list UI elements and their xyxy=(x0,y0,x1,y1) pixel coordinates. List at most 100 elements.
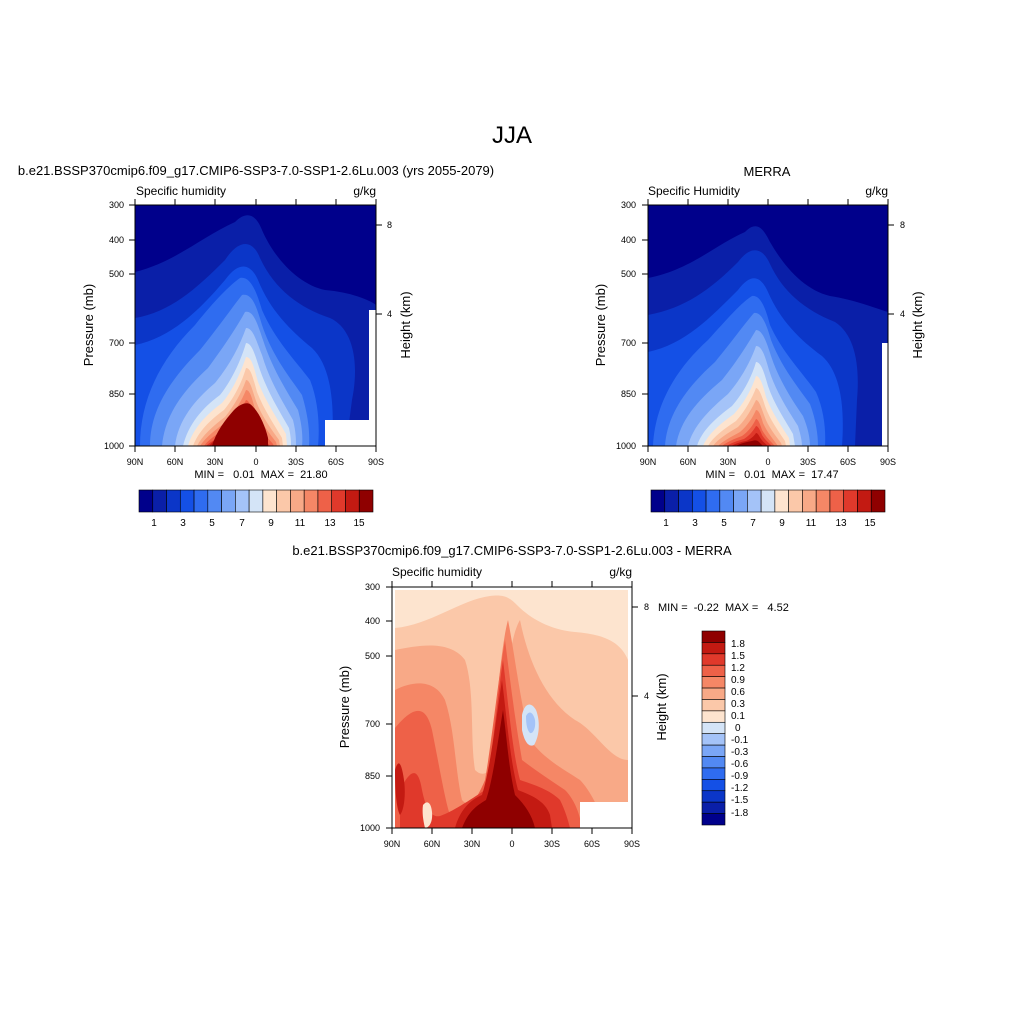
colorbar-swatch xyxy=(760,489,776,513)
x-tick-60S: 60S xyxy=(840,457,856,467)
colorbar-swatch xyxy=(705,489,721,513)
colorbar-swatch xyxy=(345,489,360,513)
colorbar-swatch xyxy=(774,489,789,513)
colorbar-label: 9 xyxy=(268,518,274,529)
colorbar-swatch xyxy=(650,489,666,513)
colorbar-label: -0.6 xyxy=(731,759,749,770)
panel-model: b.e21.BSSP370cmip6.f09_g17.CMIP6-SSP3-7.… xyxy=(18,163,494,529)
panel-difference-colorbar: 1.8 1.5 1.2 0.9 0.6 0.3 0.1 0 -0.1 -0.3 … xyxy=(701,630,749,826)
panel-difference: b.e21.BSSP370cmip6.f09_g17.CMIP6-SSP3-7.… xyxy=(292,543,789,849)
colorbar-swatch xyxy=(701,767,726,780)
colorbar-swatch xyxy=(701,642,726,655)
panel-model-variable-label: Specific humidity xyxy=(136,184,226,198)
panel-model-units-label: g/kg xyxy=(353,184,376,198)
panel-difference-y-axis: 300 400 500 700 850 1000 8 4 Pressure (m… xyxy=(337,582,669,833)
colorbar-swatch xyxy=(193,489,209,513)
x-tick-30S: 30S xyxy=(544,839,560,849)
colorbar-swatch xyxy=(701,790,726,803)
x-tick-30S: 30S xyxy=(800,457,816,467)
y-tick-850: 850 xyxy=(109,389,124,399)
colorbar-label: 1.5 xyxy=(731,651,745,662)
y-tick-700: 700 xyxy=(109,338,124,348)
panel-difference-variable-label: Specific humidity xyxy=(392,565,482,579)
colorbar-label: 5 xyxy=(209,518,215,529)
colorbar-label: 7 xyxy=(750,518,756,529)
colorbar-swatch xyxy=(138,489,154,513)
y-right-tick-4: 4 xyxy=(644,691,649,701)
y-tick-300: 300 xyxy=(621,200,636,210)
x-tick-90S: 90S xyxy=(880,457,896,467)
panel-obs-title: MERRA xyxy=(744,164,791,179)
x-tick-30S: 30S xyxy=(288,457,304,467)
colorbar-swatch xyxy=(207,489,222,513)
y-tick-400: 400 xyxy=(365,616,380,626)
colorbar-label: -0.3 xyxy=(731,747,749,758)
colorbar-label: -1.5 xyxy=(731,795,749,806)
colorbar-label: 13 xyxy=(324,518,336,529)
figure-title: JJA xyxy=(492,122,532,149)
colorbar-label: 15 xyxy=(353,518,365,529)
colorbar-label: 9 xyxy=(779,518,785,529)
colorbar-swatch xyxy=(358,489,374,513)
panel-difference-y-right-label: Height (km) xyxy=(654,673,669,740)
y-tick-300: 300 xyxy=(365,582,380,592)
colorbar-swatch xyxy=(701,699,726,712)
panel-model-contours xyxy=(135,205,376,446)
colorbar-label: 0 xyxy=(735,723,741,734)
panel-obs-y-axis: 300 400 500 700 850 1000 8 4 Pressure (m… xyxy=(593,200,925,451)
colorbar-label: 11 xyxy=(806,518,817,529)
x-tick-90N: 90N xyxy=(127,457,144,467)
y-tick-1000: 1000 xyxy=(616,441,636,451)
colorbar-swatch xyxy=(221,489,236,513)
colorbar-swatch xyxy=(276,489,291,513)
x-tick-30N: 30N xyxy=(207,457,224,467)
x-tick-30N: 30N xyxy=(464,839,481,849)
panel-model-min-max: MIN = 0.01 MAX = 21.80 xyxy=(194,469,327,481)
y-tick-1000: 1000 xyxy=(104,441,124,451)
panel-obs-x-axis: 90N 60N 30N 0 30S 60S 90S xyxy=(640,199,896,467)
y-right-tick-8: 8 xyxy=(644,602,649,612)
panel-difference-x-axis: 90N 60N 30N 0 30S 60S 90S xyxy=(384,581,640,849)
x-tick-90N: 90N xyxy=(640,457,657,467)
colorbar-swatch xyxy=(701,676,726,689)
y-tick-850: 850 xyxy=(365,771,380,781)
x-tick-60N: 60N xyxy=(424,839,441,849)
colorbar-label: 1 xyxy=(151,518,157,529)
panel-obs-min-max: MIN = 0.01 MAX = 17.47 xyxy=(705,469,838,481)
colorbar-swatch xyxy=(664,489,679,513)
y-tick-1000: 1000 xyxy=(360,823,380,833)
panel-model-y-label: Pressure (mb) xyxy=(81,284,96,366)
y-right-tick-4: 4 xyxy=(900,309,905,319)
colorbar-label: 1.8 xyxy=(731,639,745,650)
y-tick-500: 500 xyxy=(365,651,380,661)
colorbar-label: 1.2 xyxy=(731,663,745,674)
y-tick-500: 500 xyxy=(621,269,636,279)
y-tick-700: 700 xyxy=(365,719,380,729)
colorbar-swatch xyxy=(701,721,726,734)
colorbar-label: 0.3 xyxy=(731,699,745,710)
colorbar-label: -1.8 xyxy=(731,808,749,819)
colorbar-swatch xyxy=(701,744,726,757)
panel-obs-colorbar: 1 3 5 7 9 11 13 15 xyxy=(650,489,886,529)
x-tick-90N: 90N xyxy=(384,839,401,849)
panel-obs-contours xyxy=(648,205,888,446)
colorbar-swatch xyxy=(678,489,693,513)
colorbar-label: -1.2 xyxy=(731,783,749,794)
colorbar-swatch xyxy=(701,687,726,700)
colorbar-label: 11 xyxy=(295,518,306,529)
colorbar-swatch xyxy=(701,813,726,826)
colorbar-swatch xyxy=(719,489,734,513)
colorbar-swatch xyxy=(733,489,748,513)
colorbar-swatch xyxy=(701,653,726,666)
y-right-tick-8: 8 xyxy=(387,220,392,230)
colorbar-label: -0.1 xyxy=(731,735,749,746)
colorbar-swatch xyxy=(701,630,726,643)
colorbar-swatch xyxy=(815,489,831,513)
colorbar-swatch xyxy=(179,489,195,513)
panel-obs-units-label: g/kg xyxy=(865,184,888,198)
colorbar-label: 3 xyxy=(180,518,186,529)
panel-difference-title: b.e21.BSSP370cmip6.f09_g17.CMIP6-SSP3-7.… xyxy=(292,543,732,558)
colorbar-swatch xyxy=(701,779,726,792)
colorbar-swatch xyxy=(857,489,872,513)
